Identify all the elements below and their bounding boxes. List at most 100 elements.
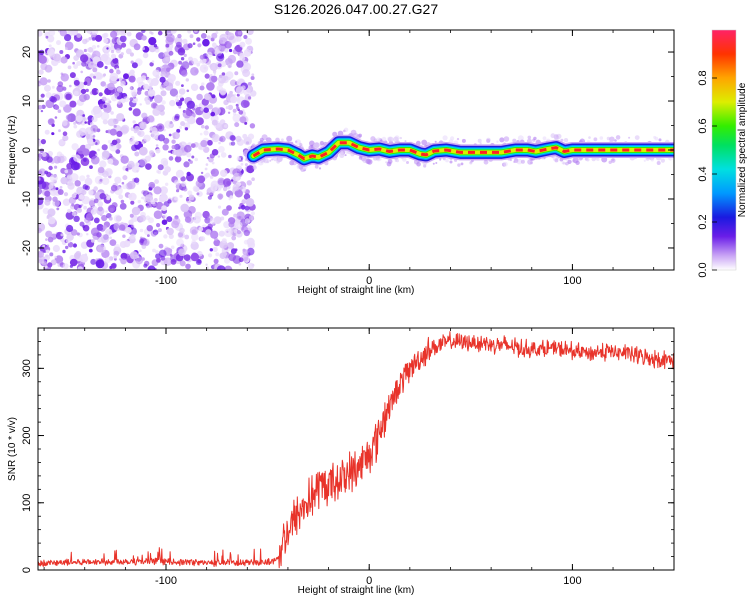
noise-speckle (135, 256, 144, 265)
noise-speckle (66, 238, 71, 244)
ridge-halo-speckle (386, 161, 392, 167)
noise-speckle (168, 150, 171, 153)
noise-speckle (82, 38, 88, 45)
noise-speckle (110, 30, 118, 38)
noise-speckle (165, 43, 170, 48)
noise-speckle (107, 158, 114, 165)
noise-speckle (218, 146, 225, 153)
noise-speckle (188, 158, 191, 162)
noise-speckle (209, 75, 217, 84)
noise-speckle (110, 53, 117, 59)
noise-speckle (101, 144, 108, 151)
noise-speckle (141, 141, 145, 145)
y-tick-label: -20 (21, 240, 33, 256)
noise-speckle (103, 104, 107, 109)
noise-speckle (38, 105, 43, 110)
noise-speckle (76, 207, 82, 213)
noise-speckle (73, 90, 79, 96)
noise-speckle (220, 169, 228, 177)
noise-speckle (199, 85, 205, 91)
noise-speckle (91, 239, 95, 243)
ridge-halo-speckle (615, 135, 621, 140)
noise-speckle (69, 258, 78, 267)
snr-series (38, 331, 674, 569)
ridge-halo-speckle (599, 136, 604, 140)
noise-speckle (120, 52, 124, 56)
noise-speckle (128, 219, 134, 225)
noise-speckle (131, 144, 138, 152)
ridge-halo-speckle (550, 133, 556, 139)
noise-speckle (80, 88, 87, 95)
noise-speckle (250, 211, 255, 216)
noise-speckle (47, 208, 56, 217)
noise-speckle (189, 226, 199, 235)
noise-speckle (82, 114, 86, 117)
noise-speckle (135, 162, 140, 167)
noise-speckle (229, 134, 236, 141)
y-tick-label: 0 (21, 147, 33, 153)
noise-speckle (83, 81, 88, 86)
noise-speckle (88, 200, 95, 207)
noise-speckle (242, 69, 251, 78)
noise-speckle (95, 259, 105, 269)
noise-speckle (54, 105, 60, 110)
noise-speckle (78, 94, 87, 102)
noise-speckle (120, 155, 129, 164)
noise-speckle (177, 33, 182, 39)
noise-speckle (204, 93, 211, 101)
ridge-halo-speckle (499, 137, 505, 143)
noise-speckle (115, 48, 121, 54)
noise-speckle (193, 215, 201, 224)
noise-speckle (247, 82, 252, 86)
noise-speckle (227, 104, 234, 111)
ridge-halo-speckle (370, 136, 376, 142)
noise-speckle (123, 96, 130, 103)
noise-speckle (121, 42, 127, 48)
ridge-halo-speckle (553, 158, 556, 161)
ridge-halo-speckle (435, 162, 438, 164)
noise-speckle (72, 61, 75, 65)
noise-speckle (174, 155, 182, 163)
noise-speckle (184, 216, 192, 223)
noise-speckle (38, 157, 41, 161)
noise-speckle (226, 205, 232, 211)
noise-speckle (112, 57, 119, 64)
noise-speckle (251, 73, 255, 77)
noise-speckle (157, 134, 165, 142)
noise-speckle (197, 43, 202, 48)
ridge-halo-speckle (461, 138, 466, 143)
noise-speckle (54, 116, 58, 119)
noise-speckle (223, 124, 228, 128)
noise-speckle (52, 233, 56, 238)
noise-speckle (224, 265, 233, 270)
colorbar-tick-label: 0.8 (697, 70, 709, 85)
noise-speckle (241, 199, 247, 205)
noise-speckle (40, 93, 45, 98)
noise-speckle (243, 100, 250, 108)
noise-speckle (209, 175, 214, 179)
noise-speckle (228, 198, 231, 201)
noise-speckle (221, 238, 227, 244)
noise-speckle (171, 144, 176, 150)
noise-speckle (240, 162, 244, 166)
noise-speckle (82, 184, 89, 190)
ridge-halo-speckle (567, 159, 572, 164)
noise-speckle (186, 116, 196, 125)
noise-speckle (160, 90, 167, 97)
noise-speckle (188, 56, 193, 62)
noise-speckle (114, 176, 122, 184)
ridge-halo-speckle (643, 159, 646, 162)
noise-speckle (75, 115, 83, 123)
noise-speckle (129, 86, 133, 90)
noise-speckle (126, 31, 132, 37)
noise-speckle (59, 50, 64, 54)
noise-speckle (93, 198, 99, 204)
snr-y-label: SNR (10 * v/v) (7, 417, 18, 481)
noise-speckle (125, 227, 132, 234)
noise-speckle (79, 253, 89, 263)
noise-speckle (195, 117, 204, 126)
noise-speckle (246, 237, 255, 246)
y-tick-label: 0 (21, 567, 33, 573)
noise-speckle (166, 33, 175, 43)
